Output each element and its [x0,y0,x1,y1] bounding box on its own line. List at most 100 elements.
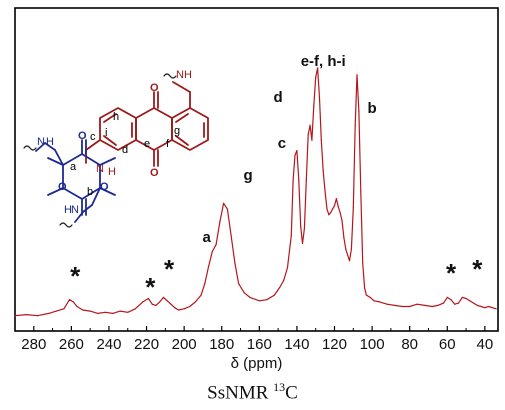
spectrum-point [320,139,322,141]
x-tick-label: 100 [360,336,385,353]
spectrum-point [72,301,74,303]
spectrum-point [170,303,172,305]
x-tick-label: 60 [439,336,456,353]
spectrum-point [147,297,150,300]
structure-labels: h i d e f g c a b O O O N H H N N H O O … [37,69,192,216]
spectrum-point [313,105,315,107]
structure-label-g: g [174,125,180,137]
spectrum-point [279,286,281,288]
spectrum-point [162,296,165,298]
structure-label-b: b [87,186,93,198]
spectrum-point [350,248,353,250]
series-layer [14,67,497,317]
spectrum-point [55,310,57,312]
caption-superscript: 13 [273,380,286,394]
spectrum-point [127,311,129,313]
spectrum-point [424,304,426,306]
spectrum-point [352,207,354,209]
spectrum-point [337,206,339,208]
spectrum-point [234,262,236,264]
spectrum-point [301,242,304,245]
spectrum-point [457,302,460,304]
x-tick-label: 140 [284,336,309,353]
spectrum-point [258,300,260,302]
spectrum-point [305,179,307,181]
structure-label-h: h [113,111,119,123]
spectrum-point [386,303,388,305]
spectrum-point [416,303,418,305]
peak-annotations: e-f, h-i d c b g a * * * * * [70,53,483,302]
spectrum-point [378,301,381,303]
spectrum-point [174,307,176,309]
spectrum-point [207,265,210,267]
structure-atom-h-bottom: H [64,204,72,216]
spectrum-point [294,154,296,156]
spectrum-point [484,307,486,309]
peak-label: g [243,167,252,184]
spectrum-point [343,237,345,239]
spectrum-point [394,304,396,306]
x-axis: 280 260 240 220 200 180 160 140 120 100 80 60 40 δ (p… [14,326,493,372]
spectrum-point [177,309,180,311]
structure-atom-o-upper: O [150,82,159,94]
spectrum-point [362,262,364,264]
structure-atom-o-top: O [78,130,87,142]
spectrum-point [189,305,191,308]
structure-atom-nh-right: NH [176,69,192,81]
spectrum-point [332,208,334,210]
spectrum-point [322,170,324,172]
x-tick-label: 200 [172,336,197,353]
spectrum-point [273,294,275,296]
spectrum-point [315,76,317,78]
spectrum-point [446,296,448,298]
spectrum-point [465,297,467,300]
spectrum-point [330,211,332,214]
spectrum-point [348,260,351,262]
spectrum-point [326,208,328,210]
spectrum-point [151,303,153,305]
structure-atom-o-left: O [58,181,67,193]
spectrum-point [431,305,433,308]
spectrum-point [309,124,311,126]
spectrum-point [360,191,362,193]
x-tick-label: 240 [96,336,121,353]
spectrum-point [223,202,225,204]
spectrum-point [373,300,375,302]
spectrum-point [461,296,463,298]
spectrum-point [335,198,337,200]
spectrum-point [495,308,497,310]
spectrum-point [238,282,240,285]
structure-label-f: f [166,138,170,150]
spectrum-point [194,301,197,303]
spectrum-point [358,110,360,113]
spectrum-point [369,296,371,298]
spectrum-point [266,299,268,301]
structure-atom-n-left: N [37,136,45,148]
spectrum-point [333,205,336,207]
sideband-marker: * [145,272,156,302]
spectrum-point [89,310,91,312]
spectrum-point [286,266,289,269]
spectrum-point [211,250,213,253]
spectrum-point [155,304,157,306]
structure-atom-o-bottom: O [100,181,109,193]
sideband-marker: * [70,261,81,291]
spectrum-point [472,302,475,304]
caption-prefix: SsNMR [207,382,269,404]
x-tick-label: 280 [21,336,46,353]
spectrum-point [401,305,403,308]
chemical-structure-inset [23,73,209,228]
x-tick-label: 80 [401,336,418,353]
structure-label-i: i [105,127,107,139]
spectrum-point [249,296,251,298]
x-axis-label: δ (ppm) [231,355,283,372]
sideband-marker: * [164,254,175,284]
spectrum-point [14,315,16,317]
spectrum-point [300,225,302,227]
structure-atom-o-lower: O [150,167,159,179]
spectrum-point [363,287,366,289]
figure-caption: SsNMR 13C [0,380,505,404]
caption-suffix: C [285,382,298,404]
spectrum-point [63,308,65,310]
